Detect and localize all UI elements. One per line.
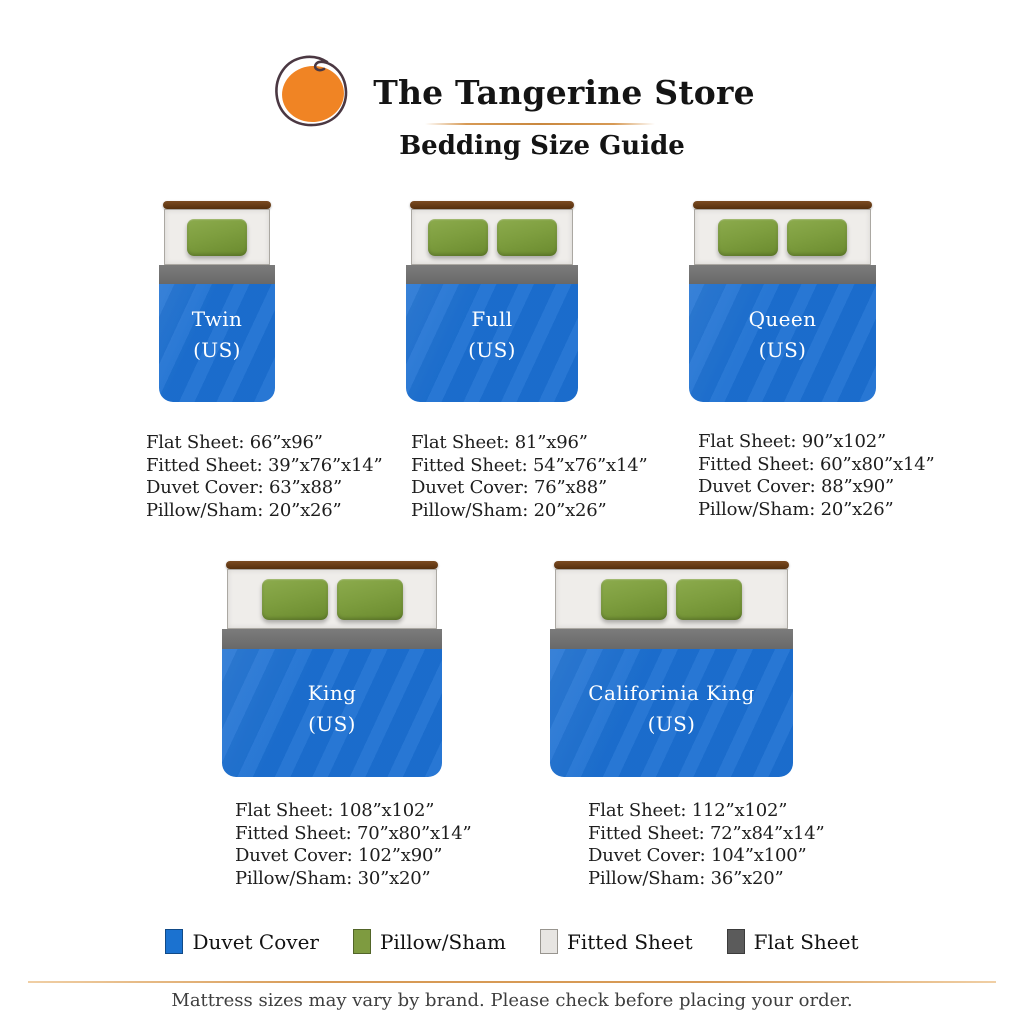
footer-note: Mattress sizes may vary by brand. Please… [171,990,853,1011]
bed-region-label: (US) [758,338,807,362]
legend: Duvet Cover Pillow/Sham Fitted Sheet Fla… [0,929,1024,954]
legend-item-duvet-cover: Duvet Cover [165,929,319,954]
spec-line: Flat Sheet: 90”x102” [698,431,886,452]
spec-line: Duvet Cover: 63”x88” [146,477,342,498]
spec-line: Fitted Sheet: 72”x84”x14” [588,822,825,844]
legend-label: Fitted Sheet [566,929,693,954]
flat-sheet-band [406,265,578,284]
legend-item-flat-sheet: Flat Sheet [726,929,859,954]
pillow-icon [601,578,667,620]
flat-sheet-band [550,629,793,649]
headboard [163,201,271,209]
spec-line: Flat Sheet: 66”x96” [146,432,323,453]
spec-line: Duvet Cover: 76”x88” [411,477,607,498]
fitted-sheet-area [411,209,573,265]
fitted-sheet-area [694,209,871,265]
spec-line: Pillow/Sham: 20”x26” [411,499,607,521]
bed-specs-king: Flat Sheet: 108”x102” Fitted Sheet: 70”x… [235,800,472,890]
spec-line: Pillow/Sham: 20”x26” [698,498,894,520]
spec-line: Fitted Sheet: 54”x76”x14” [411,454,648,476]
bed-region-label: (US) [308,712,356,736]
duvet-cover: Full (US) [406,284,578,402]
tangerine-icon [275,55,348,127]
spec-line: Duvet Cover: 104”x100” [588,845,807,866]
flat-sheet-band [222,629,442,649]
brand-title: The Tangerine Store [373,72,755,112]
flat-sheet-band [159,265,275,284]
bed-king: King (US) [222,561,442,777]
fitted-sheet-area [164,209,270,265]
bed-name-label: King [307,681,357,705]
bed-specs-california-king: Flat Sheet: 112”x102” Fitted Sheet: 72”x… [588,800,825,890]
pillow-icon [427,218,488,256]
spec-line: Pillow/Sham: 36”x20” [588,867,784,889]
bed-specs-twin: Flat Sheet: 66”x96” Fitted Sheet: 39”x76… [146,432,383,522]
bed-name-label: Full [471,307,513,331]
bed-name-label: Califorinia King [588,681,755,705]
bed-name-label: Queen [748,307,817,331]
spec-line: Pillow/Sham: 20”x26” [146,499,342,521]
bed-queen: Queen (US) [689,201,876,402]
spec-line: Flat Sheet: 112”x102” [588,800,788,821]
fitted-sheet-area [227,569,437,629]
fitted-sheet-area [555,569,788,629]
pillow-icon [187,218,247,256]
pillow-icon [261,578,328,620]
spec-line: Duvet Cover: 88”x90” [698,476,894,497]
bed-twin: Twin (US) [159,201,275,402]
duvet-cover: Queen (US) [689,284,876,402]
bed-region-label: (US) [647,712,696,736]
page-subtitle: Bedding Size Guide [399,131,685,161]
pillow-icon [336,578,403,620]
pillow-icon [787,218,847,256]
spec-line: Flat Sheet: 81”x96” [411,432,588,453]
duvet-cover-swatch-icon [165,929,184,954]
flat-sheet-swatch-icon [726,929,745,954]
duvet-cover: Twin (US) [159,284,275,402]
bed-specs-full: Flat Sheet: 81”x96” Fitted Sheet: 54”x76… [411,432,648,522]
headboard [693,201,872,209]
legend-item-pillow-sham: Pillow/Sham [352,929,506,954]
pillow-icon [676,578,742,620]
duvet-cover: Califorinia King (US) [550,649,793,777]
title-divider [425,123,655,125]
pillow-sham-swatch-icon [352,929,371,954]
spec-line: Fitted Sheet: 60”x80”x14” [698,453,935,475]
pillow-icon [496,218,557,256]
bed-specs-queen: Flat Sheet: 90”x102” Fitted Sheet: 60”x8… [698,431,935,521]
spec-line: Duvet Cover: 102”x90” [235,845,443,866]
spec-line: Pillow/Sham: 30”x20” [235,867,431,889]
bed-region-label: (US) [468,338,516,362]
spec-line: Flat Sheet: 108”x102” [235,800,435,821]
pillow-icon [718,218,778,256]
spec-line: Fitted Sheet: 39”x76”x14” [146,454,383,476]
bed-full: Full (US) [406,201,578,402]
legend-label: Flat Sheet [753,929,859,954]
spec-line: Fitted Sheet: 70”x80”x14” [235,822,472,844]
flat-sheet-band [689,265,876,284]
fitted-sheet-swatch-icon [539,929,558,954]
footer-divider [28,981,996,983]
legend-item-fitted-sheet: Fitted Sheet [539,929,693,954]
duvet-cover: King (US) [222,649,442,777]
headboard [554,561,789,569]
bed-name-label: Twin [191,307,243,331]
legend-label: Pillow/Sham [379,929,506,954]
bed-california-king: Califorinia King (US) [550,561,793,777]
header: The Tangerine Store [0,50,1024,134]
bed-region-label: (US) [193,338,241,362]
headboard [410,201,574,209]
headboard [226,561,438,569]
legend-label: Duvet Cover [192,929,319,954]
